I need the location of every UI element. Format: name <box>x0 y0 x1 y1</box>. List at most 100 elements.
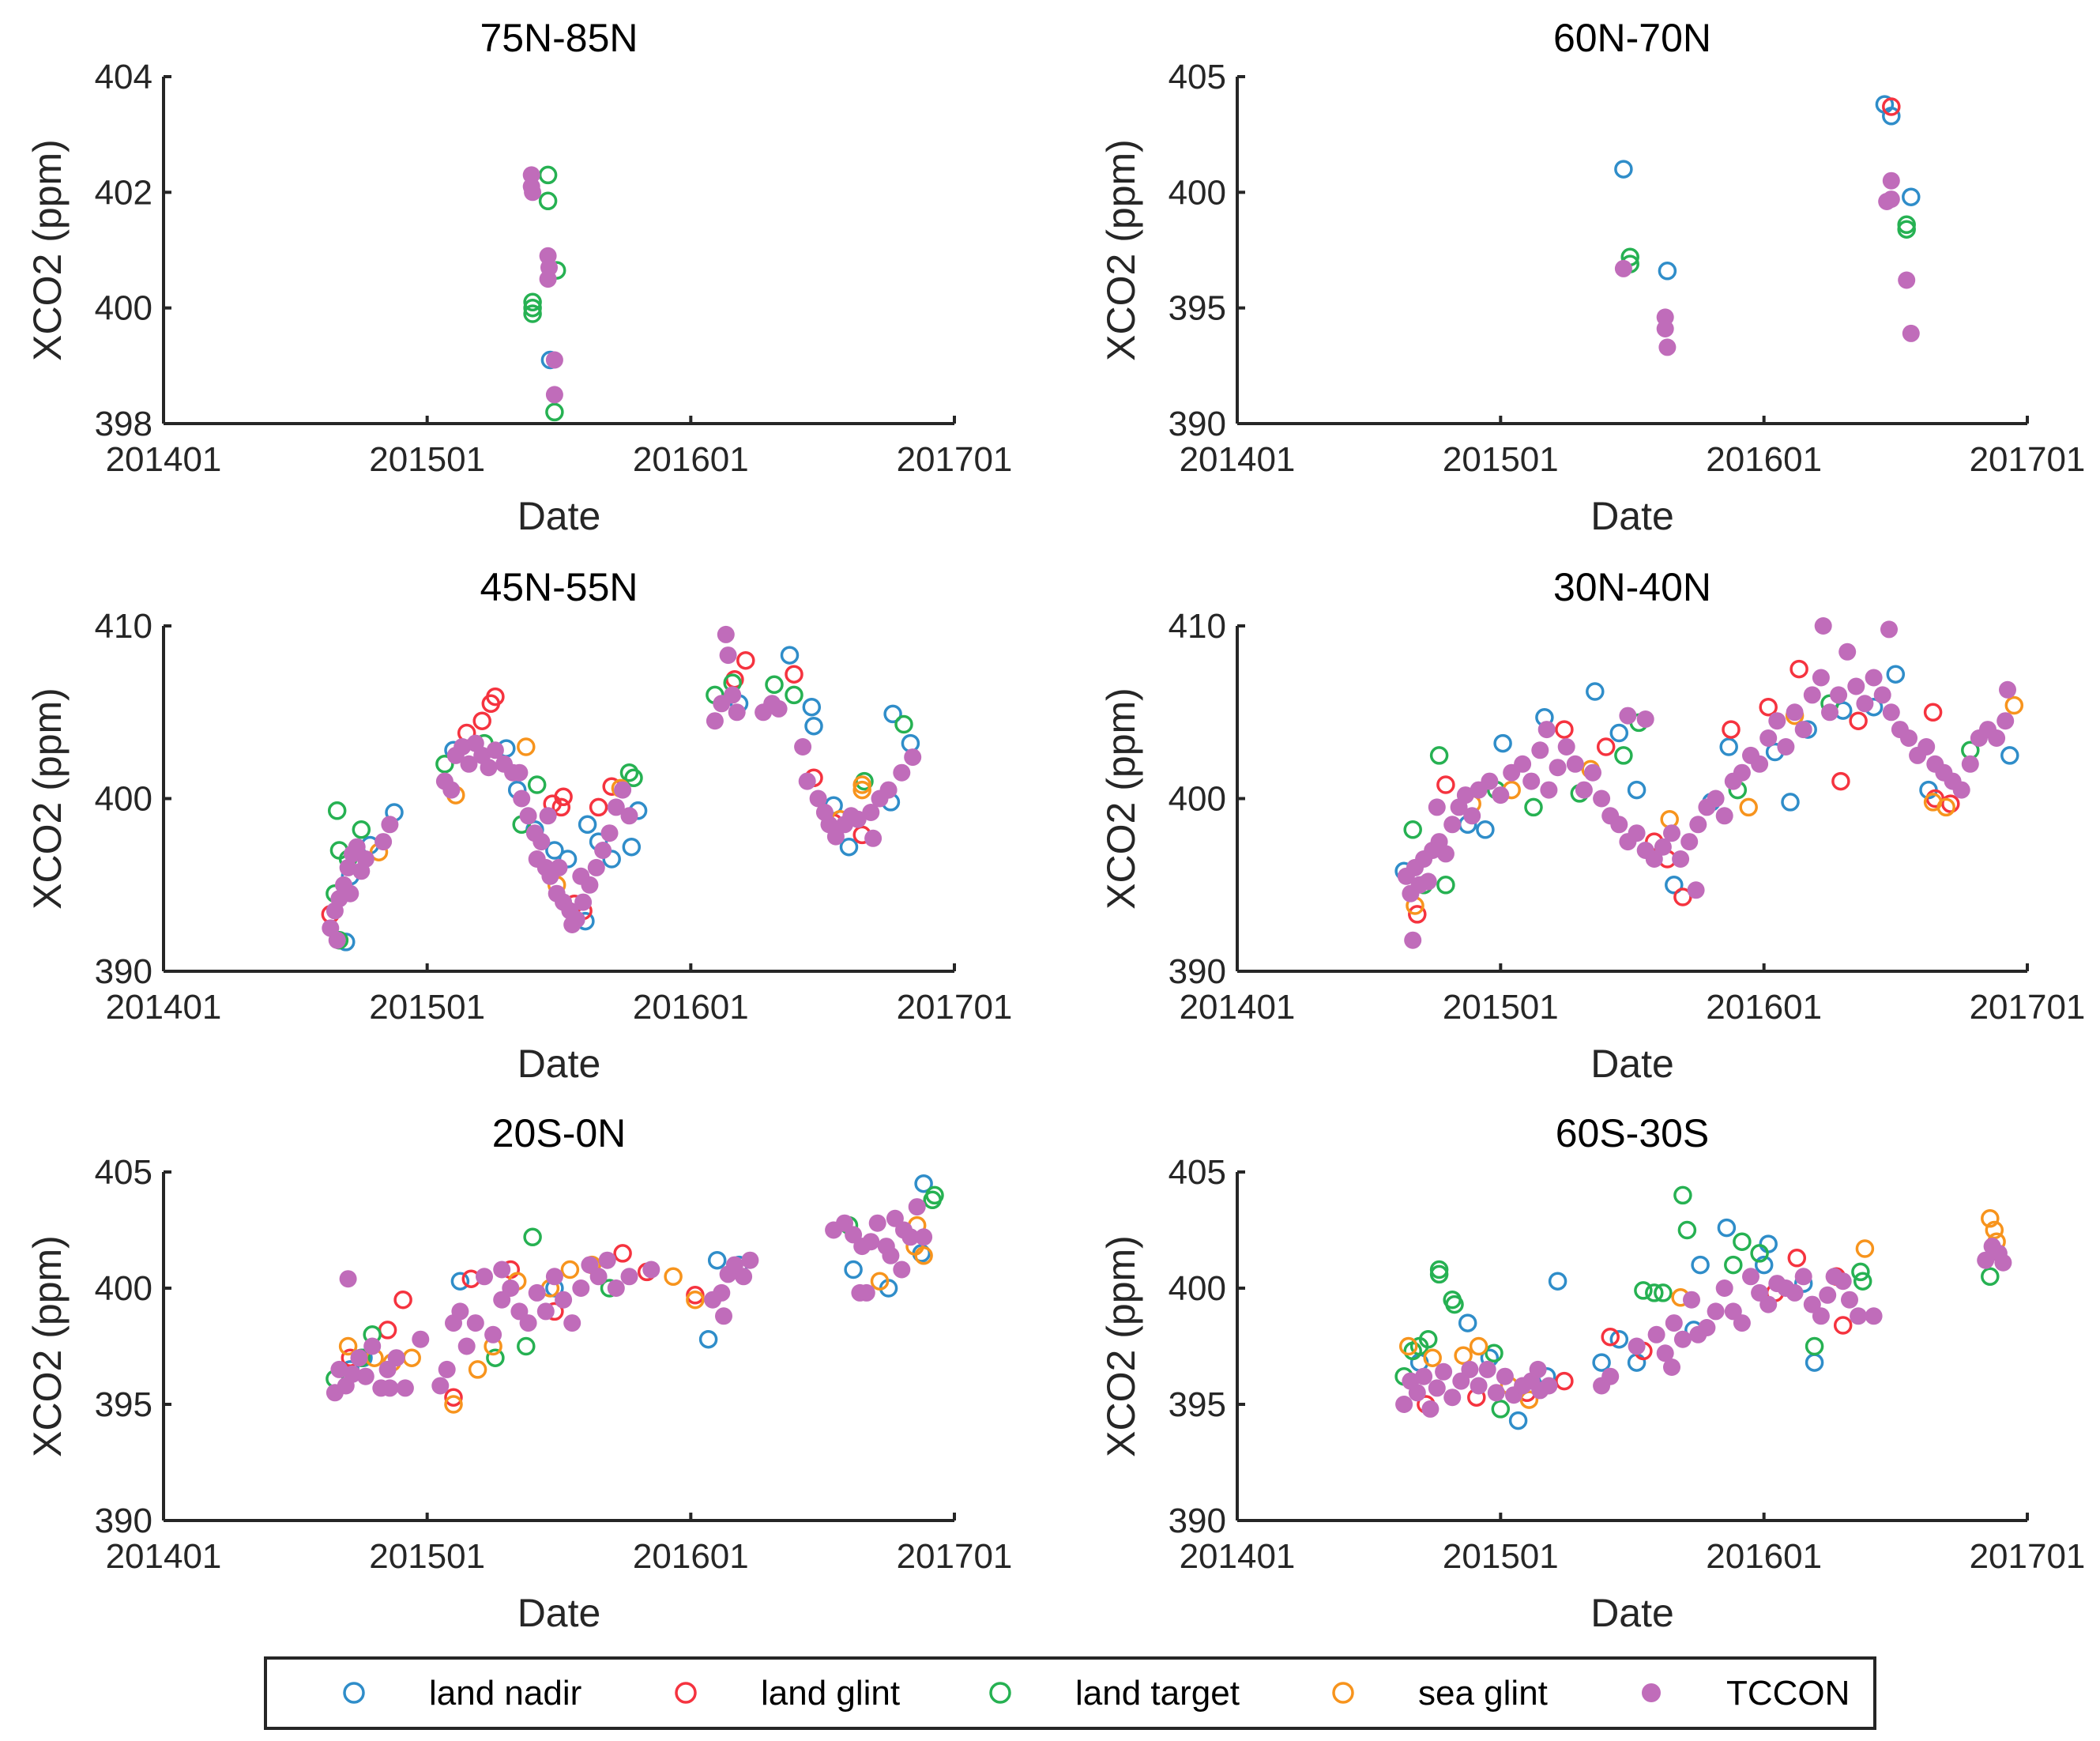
data-point-tccon <box>1742 1268 1759 1286</box>
data-point-target <box>785 685 803 705</box>
data-point-tccon <box>1470 1377 1488 1395</box>
series-target <box>1403 694 1980 895</box>
data-point-tccon <box>1689 816 1707 834</box>
x-tick-label: 201501 <box>369 1537 485 1576</box>
y-tick-label: 390 <box>1169 1502 1226 1540</box>
y-tick-label: 390 <box>95 952 152 991</box>
data-point-tccon <box>915 1228 933 1246</box>
data-point-tccon <box>545 386 563 404</box>
x-tick-label: 201401 <box>106 988 222 1027</box>
data-point-tccon <box>1814 617 1832 635</box>
data-point-tccon <box>1461 1360 1479 1378</box>
data-point-tccon <box>1698 1319 1716 1336</box>
legend-label: land glint <box>761 1674 900 1713</box>
data-point-tccon <box>396 1379 414 1397</box>
data-point-nadir <box>707 1250 727 1270</box>
data-point-tccon <box>510 763 529 782</box>
subplot-title: 20S-0N <box>492 1111 627 1155</box>
data-point-tccon <box>387 1349 405 1367</box>
y-tick-label: 405 <box>1169 58 1226 96</box>
y-tick-label: 410 <box>95 607 152 646</box>
data-point-target <box>1733 1232 1752 1251</box>
data-point-tccon <box>519 1314 537 1332</box>
y-tick-label: 400 <box>1169 173 1226 212</box>
data-point-tccon <box>1952 781 1970 799</box>
subplot-title: 60N-70N <box>1553 16 1711 60</box>
data-point-tccon <box>1994 1253 2012 1272</box>
data-point-tccon <box>341 884 359 903</box>
data-point-tccon <box>620 1268 638 1286</box>
data-point-tccon <box>339 858 357 876</box>
data-point-nadir <box>1592 1353 1611 1372</box>
data-point-target <box>1750 1244 1769 1263</box>
data-point-target <box>1673 1185 1692 1205</box>
data-point-tccon <box>350 1349 368 1367</box>
data-point-sea <box>1469 1336 1488 1356</box>
data-point-tccon <box>1834 1272 1852 1291</box>
y-tick-label: 400 <box>95 1269 152 1308</box>
data-point-nadir <box>578 815 597 835</box>
subplot-title: 45N-55N <box>480 565 638 609</box>
series-nadir <box>1614 95 1921 281</box>
y-tick-label: 390 <box>1169 405 1226 443</box>
data-point-sea <box>1398 1336 1418 1356</box>
data-point-nadir <box>1548 1272 1567 1291</box>
data-point-tccon <box>1715 1279 1733 1297</box>
data-point-target <box>923 1190 942 1210</box>
data-point-tccon <box>1531 741 1549 759</box>
series-tccon <box>1397 617 2016 949</box>
y-tick-label: 405 <box>1169 1153 1226 1192</box>
data-point-tccon <box>1997 712 2015 730</box>
y-tick-label: 400 <box>95 289 152 328</box>
x-tick-label: 201601 <box>1706 1537 1822 1576</box>
x-tick-label: 201401 <box>106 1537 222 1576</box>
data-point-tccon <box>528 850 546 868</box>
data-point-tccon <box>1487 1384 1505 1402</box>
y-axis-label: XCO2 (ppm) <box>1099 688 1143 910</box>
legend-item-nadir: land nadir <box>343 1674 581 1713</box>
data-point-tccon <box>453 738 472 756</box>
data-point-tccon <box>901 1228 920 1246</box>
data-point-tccon <box>1395 1396 1413 1413</box>
data-point-tccon <box>460 755 478 773</box>
y-tick-label: 390 <box>95 1502 152 1540</box>
series-tccon <box>1395 1238 2012 1418</box>
data-point-tccon <box>1707 1302 1725 1321</box>
data-point-tccon <box>719 646 737 665</box>
legend-label: TCCON <box>1726 1674 1850 1713</box>
y-axis-label: XCO2 (ppm) <box>1099 139 1143 361</box>
x-axis-label: Date <box>1590 1042 1674 1086</box>
y-tick-label: 402 <box>95 173 152 212</box>
data-point-tccon <box>1786 703 1804 722</box>
data-point-tccon <box>1654 838 1672 856</box>
data-point-nadir <box>1458 1313 1477 1332</box>
data-point-tccon <box>587 858 605 876</box>
data-point-tccon <box>330 1360 348 1378</box>
series-nadir <box>337 646 920 952</box>
data-point-glint <box>589 797 608 817</box>
data-point-tccon <box>842 807 860 825</box>
series-tccon <box>322 625 922 949</box>
data-point-sea <box>852 775 871 794</box>
data-point-tccon <box>706 712 724 730</box>
data-point-tccon <box>1428 1379 1446 1397</box>
y-axis-label: XCO2 (ppm) <box>25 139 70 361</box>
data-point-nadir <box>1508 1411 1528 1430</box>
data-point-tccon <box>545 1268 563 1286</box>
data-point-tccon <box>1529 1360 1547 1378</box>
data-point-sea <box>1454 1346 1473 1366</box>
x-tick-label: 201501 <box>1443 988 1559 1027</box>
legend-label: land target <box>1075 1674 1240 1713</box>
data-point-tccon <box>879 781 898 799</box>
data-point-tccon <box>741 1251 759 1269</box>
x-tick-label: 201701 <box>1970 988 2086 1027</box>
y-axis-label: XCO2 (ppm) <box>25 688 70 910</box>
data-point-nadir <box>545 841 564 860</box>
data-point-tccon <box>328 931 346 949</box>
data-point-tccon <box>713 1283 731 1302</box>
data-point-tccon <box>451 1302 469 1321</box>
data-point-sea <box>468 1360 487 1379</box>
data-point-tccon <box>484 1325 502 1343</box>
data-point-target <box>1403 820 1422 839</box>
x-axis-label: Date <box>517 1591 601 1635</box>
